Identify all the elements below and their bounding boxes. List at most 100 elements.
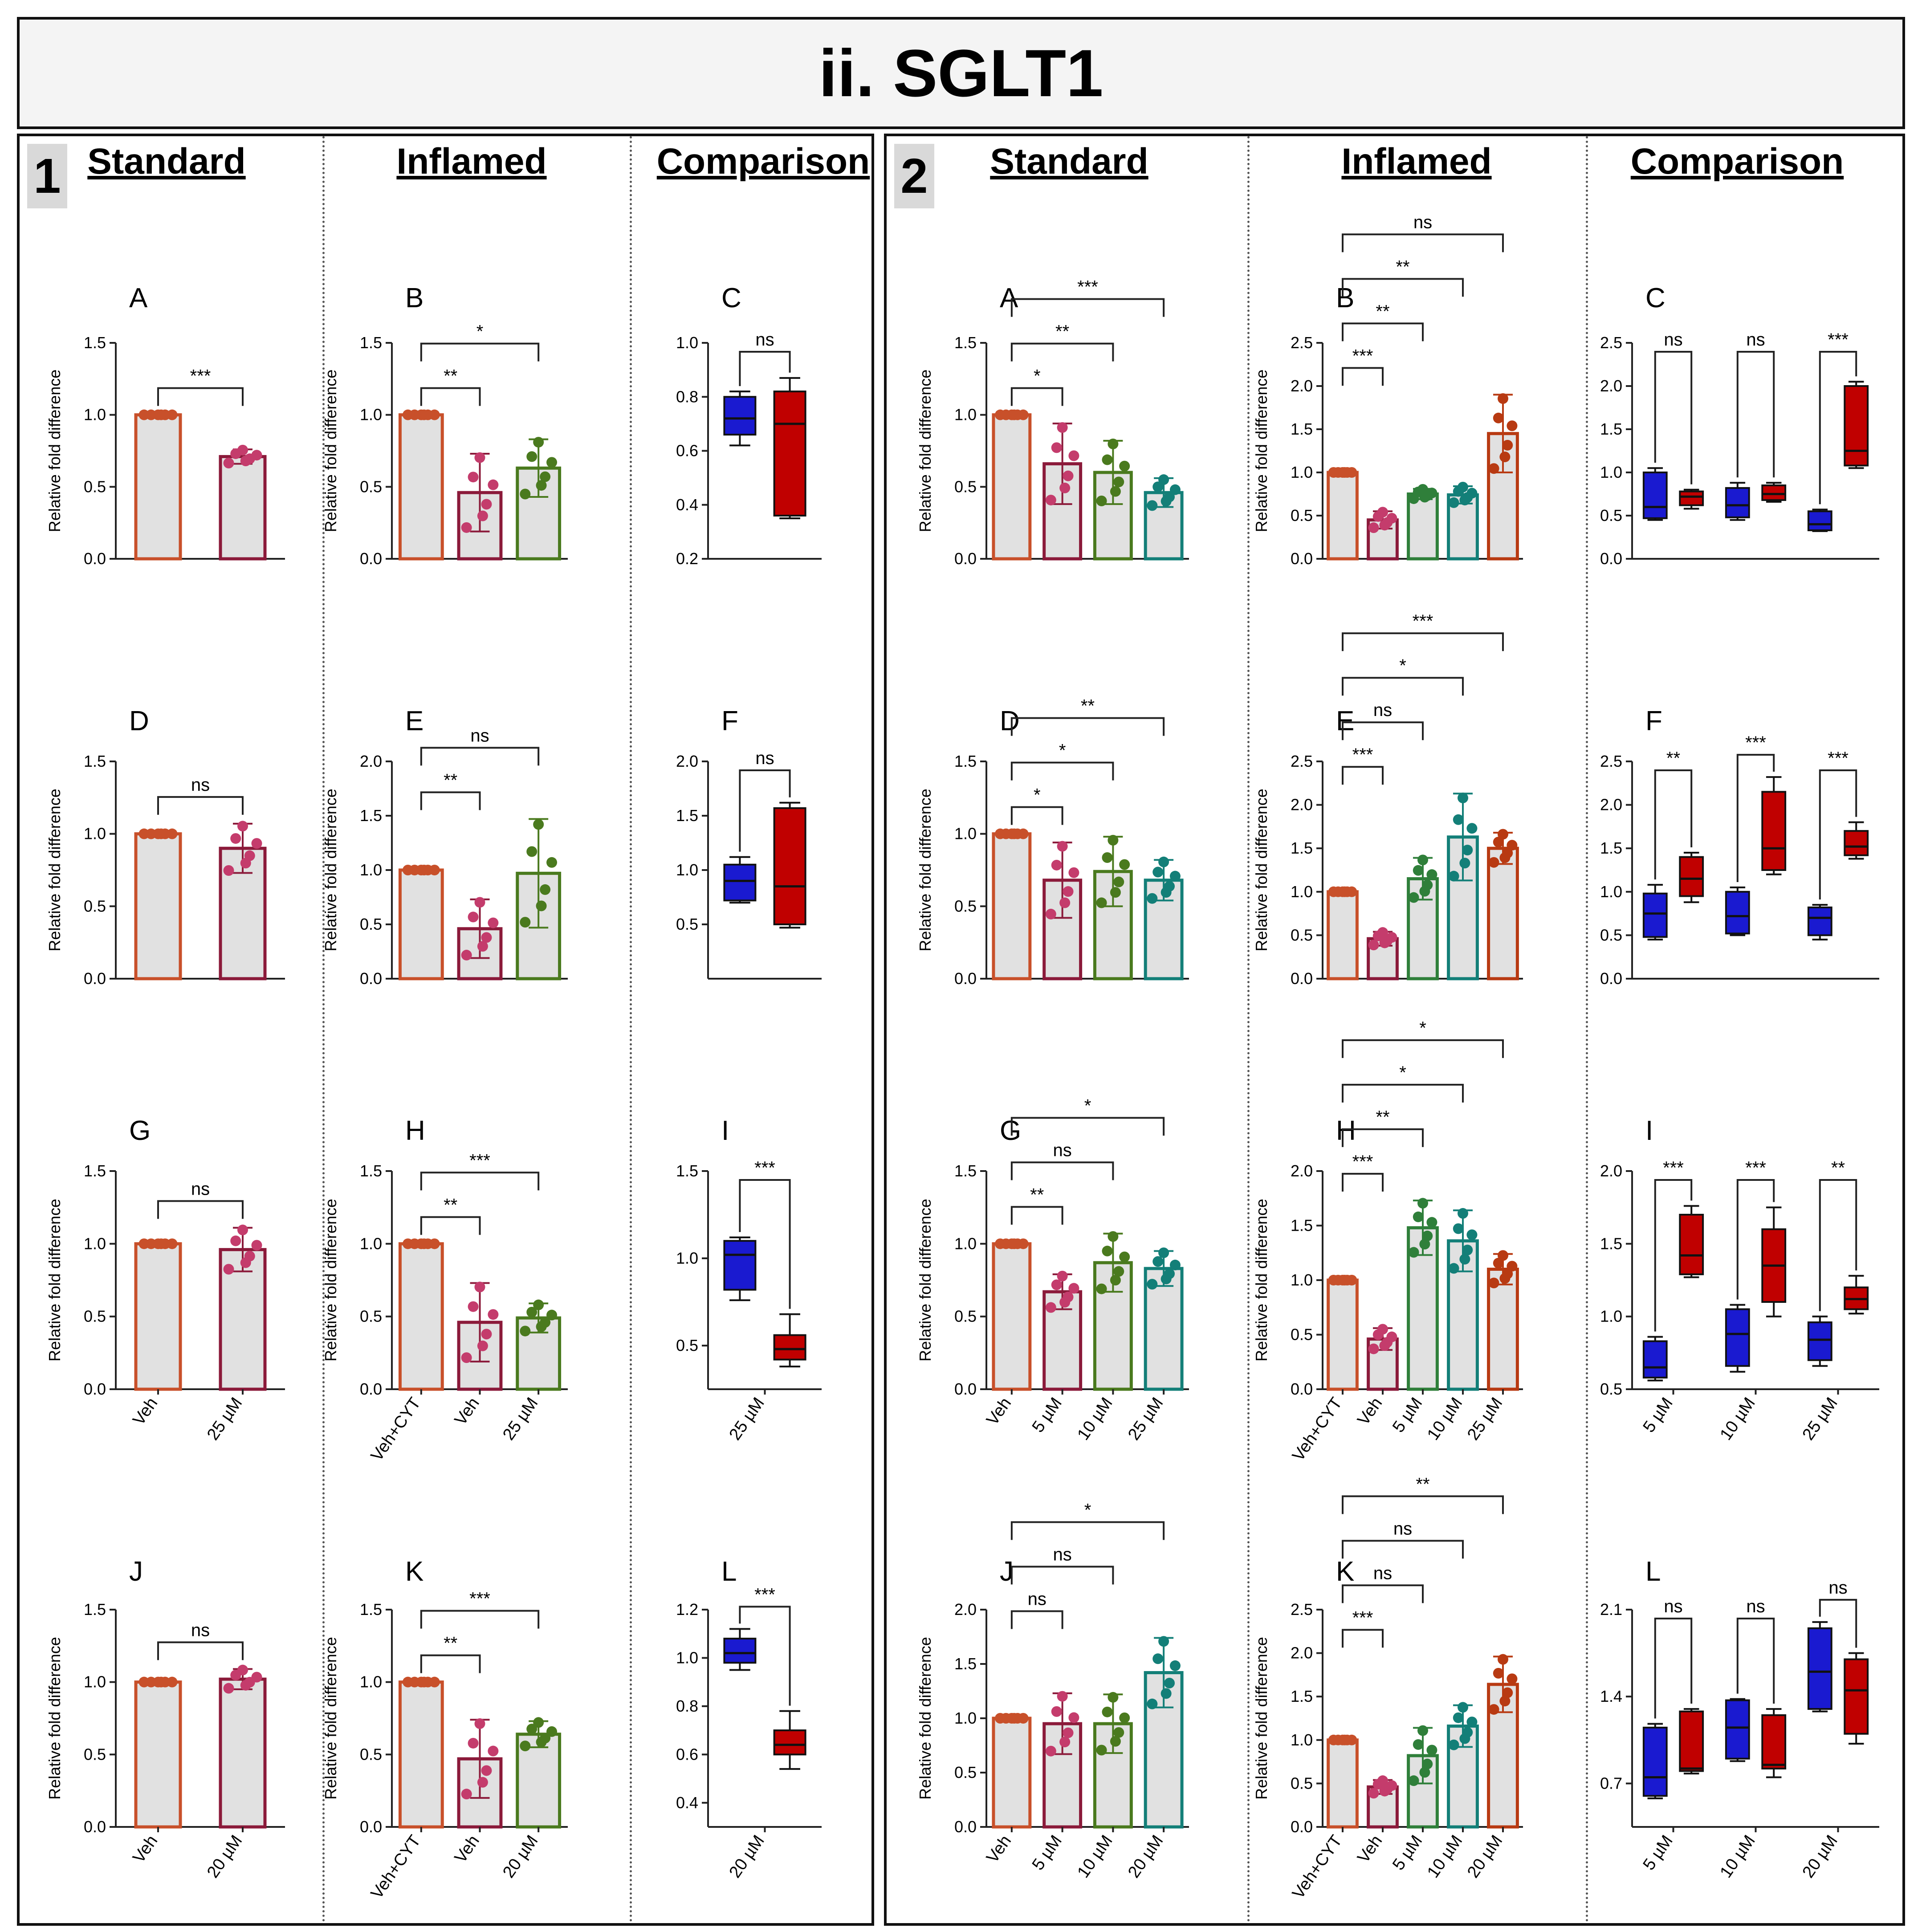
y-tick-label: 0.5 [360,915,382,933]
significance-label: ** [1831,1158,1845,1178]
x-tick-label: 25 µM [1124,1394,1167,1444]
significance-bracket [1342,1540,1464,1559]
significance-bracket [1010,298,1165,317]
x-tick-label: Veh+CYT [1289,1394,1346,1464]
box [1725,1308,1750,1367]
significance-bracket [1654,769,1693,880]
y-tick-label: 0.8 [676,1697,698,1715]
significance-bracket [420,747,540,766]
data-point [461,522,472,533]
significance-label: * [1399,1063,1406,1082]
y-tick-label: 0.0 [954,1380,977,1398]
data-point [1169,870,1181,882]
significance-bracket [1736,754,1775,883]
data-point [1119,460,1130,472]
significance-bracket [1342,1173,1384,1192]
y-tick-label: 0.0 [954,969,977,988]
y-tick-label: 1.0 [676,861,698,879]
data-point [481,1329,492,1340]
data-point [520,488,531,500]
x-tick-label: Veh [451,1394,483,1429]
x-tick-label: Veh [983,1394,1015,1429]
y-tick-label: 1.0 [954,1709,977,1727]
data-point [1386,1331,1397,1342]
data-point [1493,1668,1504,1679]
col-header-comparison: Comparison [656,141,870,182]
y-tick-label: 0.8 [676,387,698,406]
y-tick-label: 2.5 [1291,334,1313,352]
significance-bracket [1342,322,1424,342]
data-point [1498,1654,1508,1665]
y-tick-label: 0.0 [1600,549,1622,568]
y-tick-label: 1.0 [84,406,106,424]
significance-bracket [1736,1179,1775,1300]
x-tick-label: 25 µM [204,1394,246,1444]
significance-label: ns [1373,1563,1392,1583]
significance-bracket [1819,351,1857,504]
y-tick-label: 1.5 [360,1600,382,1619]
y-tick-label: 1.5 [1291,1687,1313,1705]
data-point [1164,1677,1175,1688]
significance-bracket [1736,1618,1775,1704]
box [1844,830,1869,856]
y-axis-label: Relative fold difference [1252,370,1270,533]
y-tick-label: 0.0 [360,969,382,988]
data-point [1417,854,1428,866]
significance-bracket [1654,1618,1693,1719]
y-tick-label: 1.0 [676,1249,698,1267]
y-tick-label: 0.5 [954,1307,977,1326]
data-point [223,1264,234,1275]
chart-letter: C [1645,283,1665,313]
y-tick-label: 0.0 [84,549,106,568]
significance-bracket [739,351,791,386]
data-point [540,471,551,482]
y-tick-label: 2.0 [1291,377,1313,395]
chart-2-C: C 0.0 0.5 1.0 1.5 2.0 2.5 ns ns *** [1600,283,1879,568]
y-axis-label: Relative fold difference [1252,1637,1270,1800]
y-tick-label: 0.5 [1600,506,1622,525]
bar [1487,846,1519,980]
panel-badge: 2 [894,144,934,208]
y-tick-label: 1.5 [1291,1216,1313,1235]
significance-label: ns [1413,212,1432,232]
x-tick-label: 20 µM [1799,1832,1841,1881]
data-point [1413,1211,1424,1222]
data-point [1507,840,1518,851]
y-axis-label: Relative fold difference [1252,789,1270,952]
data-point [240,1257,251,1268]
data-point [520,1326,531,1337]
box [1807,906,1832,936]
box [773,1334,806,1361]
data-point [536,480,547,491]
data-point [1169,1260,1181,1271]
data-point [155,1676,167,1688]
data-point [1059,482,1071,493]
box [723,1240,757,1291]
significance-label: *** [1745,733,1766,752]
significance-label: *** [1413,611,1433,631]
data-point [223,865,234,876]
data-point [1502,1687,1513,1698]
significance-label: ns [191,1179,210,1199]
significance-bracket [739,1179,791,1309]
box [1725,1699,1750,1760]
x-tick-label: 25 µM [1464,1394,1506,1444]
data-point [1169,484,1181,495]
data-point [481,499,492,510]
data-point [1419,1767,1430,1778]
significance-label: *** [469,1151,490,1170]
data-point [1426,869,1437,880]
data-point [1419,886,1430,897]
significance-bracket [739,1606,791,1706]
y-tick-label: 0.5 [1600,926,1622,944]
chart-letter: B [405,283,423,313]
chart-1-D: D 0.0 0.5 1.0 1.5 Relative fold difference ns [45,706,285,988]
data-point [167,828,178,839]
significance-label: *** [1352,1152,1373,1171]
y-tick-label: 1.0 [954,825,977,843]
data-point [1057,422,1068,433]
data-point [1108,834,1119,846]
bar [1327,1278,1359,1391]
data-point [461,950,472,961]
significance-label: ** [444,1195,457,1215]
